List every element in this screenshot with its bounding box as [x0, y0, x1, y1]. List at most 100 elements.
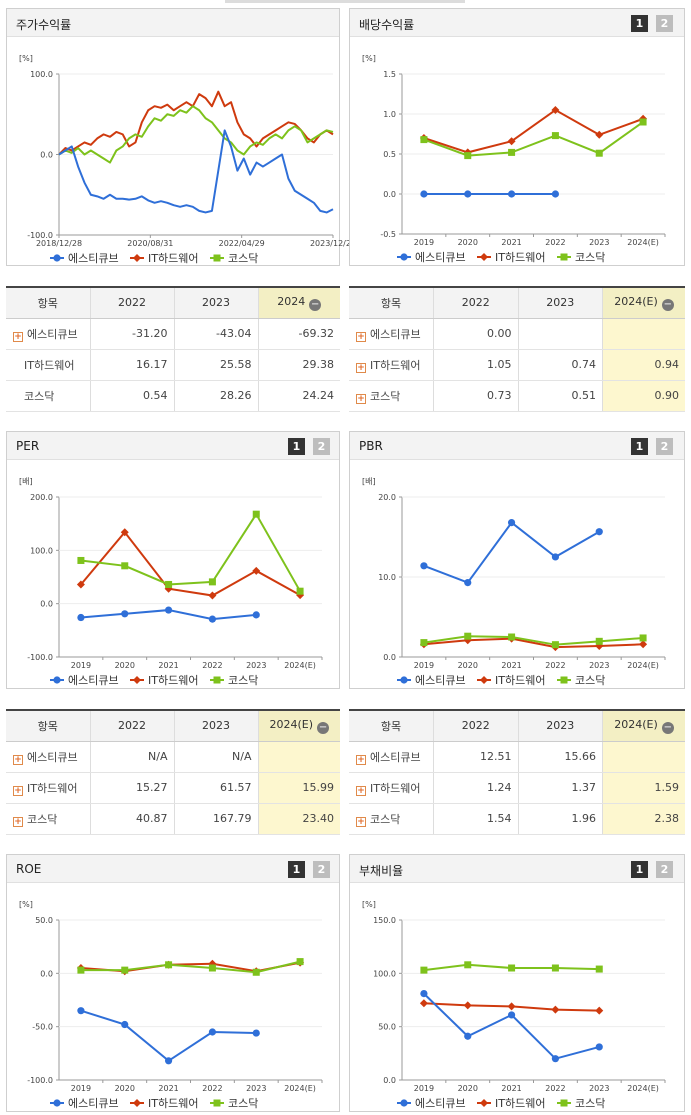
data-point — [208, 578, 216, 586]
data-point — [507, 1002, 516, 1011]
row-name-cell[interactable]: + 코스닥 — [6, 803, 90, 835]
data-point — [595, 642, 604, 651]
page-1-button[interactable]: 1 — [288, 438, 305, 455]
summary-table: 항목 2022 2023 2024(E) − + 에스티큐브 N/A N/A + IT하드웨어 15.… — [6, 709, 340, 835]
y-tick-label: 0.0 — [383, 653, 396, 662]
data-point — [464, 190, 472, 198]
chart-pbr: [배]20.0 10.0 0.0 2019 2020 2021 2022 2023 2024(E… — [362, 477, 666, 687]
data-point — [560, 253, 568, 261]
x-tick-label: 2021 — [501, 1084, 521, 1093]
expand-plus-icon[interactable]: + — [356, 393, 366, 404]
y-tick-label: 100.0 — [30, 546, 53, 555]
header-label: 2023 — [202, 719, 230, 733]
expand-plus-icon[interactable]: + — [13, 331, 23, 342]
data-point — [420, 190, 428, 198]
data-point — [164, 606, 173, 614]
data-point — [420, 562, 428, 570]
y-tick-label: 0.0 — [383, 1076, 396, 1085]
collapse-icon[interactable]: − — [661, 298, 674, 311]
expand-plus-icon[interactable]: + — [13, 785, 23, 796]
page-1-button[interactable]: 1 — [631, 15, 648, 32]
row-name-cell[interactable]: + 코스닥 — [349, 803, 434, 835]
row-name-cell[interactable]: + 코스닥 — [349, 380, 434, 412]
table-header-cell: 2022 — [433, 710, 518, 742]
row-name: 코스닥 — [370, 389, 401, 403]
x-tick-label: 2024(E) — [627, 238, 659, 247]
chart-per: [배] 200.0 100.0 0.0 -100.0 2019 2020 2021 2022 20… — [19, 477, 323, 687]
expand-plus-icon[interactable]: + — [356, 331, 366, 342]
row-name-cell[interactable]: + IT하드웨어 — [6, 772, 90, 804]
series-line — [58, 90, 334, 156]
row-name-cell[interactable]: + IT하드웨어 — [349, 772, 434, 804]
collapse-icon[interactable]: − — [661, 721, 674, 734]
row-name-cell[interactable]: + 에스티큐브 — [349, 741, 434, 773]
data-point — [508, 633, 516, 641]
summary-table: 항목 2022 2023 2024− + 에스티큐브 -31.20 -43.04 -69.32 I… — [6, 286, 340, 412]
x-tick-label: 2023 — [589, 1084, 609, 1093]
page-1-button[interactable]: 1 — [631, 861, 648, 878]
table-row: + 코스닥 1.54 1.96 2.38 — [349, 803, 685, 835]
page-1-button[interactable]: 1 — [631, 438, 648, 455]
y-tick-label: 50.0 — [35, 916, 53, 925]
data-point — [420, 639, 428, 647]
panel-title: 배당수익률 — [359, 18, 415, 32]
page-1-button[interactable]: 1 — [288, 861, 305, 878]
page-2-button[interactable]: 2 — [656, 438, 673, 455]
table-row: IT하드웨어 16.17 25.58 29.38 — [6, 349, 340, 381]
legend-label: 코스닥 — [228, 1097, 258, 1110]
data-point — [208, 959, 217, 968]
legend-label: 에스티큐브 — [68, 1097, 119, 1110]
panel-title: 부채비율 — [359, 864, 404, 878]
y-unit-label: [%] — [19, 900, 33, 909]
data-point — [480, 676, 488, 684]
data-point — [464, 632, 472, 640]
table-cell: 1.96 — [517, 803, 603, 835]
legend-label: 코스닥 — [228, 252, 258, 265]
row-name: IT하드웨어 — [24, 358, 75, 372]
summary-table: 항목 2022 2023 2024(E) − + 에스티큐브 0.00 + IT하드웨어 1.05 0… — [349, 286, 685, 412]
table-cell: 29.38 — [257, 349, 340, 381]
table-header-cell: 2024(E) − — [602, 710, 685, 742]
data-point — [639, 640, 648, 649]
data-point — [213, 254, 221, 262]
y-tick-label: -50.0 — [32, 1023, 53, 1032]
table-header-cell: 2024(E) − — [257, 710, 340, 742]
row-name-cell[interactable]: + 에스티큐브 — [349, 318, 434, 350]
row-name-cell[interactable]: + 에스티큐브 — [6, 741, 90, 773]
expand-plus-icon[interactable]: + — [13, 754, 23, 765]
x-tick-label: 2021 — [501, 661, 521, 670]
page-2-button[interactable]: 2 — [656, 861, 673, 878]
collapse-icon[interactable]: − — [309, 298, 322, 311]
data-point — [595, 528, 603, 536]
expand-plus-icon[interactable]: + — [356, 816, 366, 827]
x-tick-label: 2019 — [71, 1084, 91, 1093]
header-label: 항목 — [380, 296, 402, 310]
collapse-icon[interactable]: − — [317, 721, 330, 734]
data-point — [480, 1099, 488, 1107]
expand-plus-icon[interactable]: + — [356, 362, 366, 373]
top-strip — [225, 0, 465, 3]
expand-plus-icon[interactable]: + — [13, 816, 23, 827]
data-point — [551, 641, 559, 649]
data-point — [400, 1099, 408, 1107]
x-tick-label: 2020 — [458, 1084, 478, 1093]
y-tick-label: -100.0 — [27, 1076, 53, 1085]
header-label: 2023 — [546, 719, 575, 733]
row-name-cell[interactable]: + IT하드웨어 — [349, 349, 434, 381]
data-point — [133, 676, 141, 684]
page-2-button[interactable]: 2 — [313, 861, 330, 878]
x-tick-label: 2021 — [158, 661, 178, 670]
page-2-button[interactable]: 2 — [313, 438, 330, 455]
data-point — [252, 611, 260, 619]
expand-plus-icon[interactable]: + — [356, 754, 366, 765]
data-point — [53, 676, 61, 684]
header-label: 항목 — [380, 719, 402, 733]
expand-plus-icon[interactable]: + — [356, 785, 366, 796]
table-row: + 에스티큐브 N/A N/A — [6, 741, 340, 773]
row-name-cell[interactable]: + 에스티큐브 — [6, 318, 90, 350]
series-line — [423, 635, 644, 646]
data-point — [165, 961, 173, 969]
page-2-button[interactable]: 2 — [656, 15, 673, 32]
